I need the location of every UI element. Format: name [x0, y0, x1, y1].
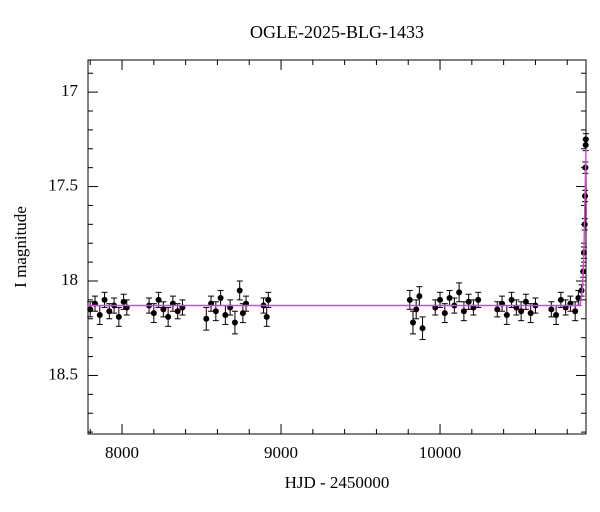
data-point [456, 289, 463, 296]
data-point [553, 312, 560, 318]
data-point [212, 308, 219, 315]
data-point [222, 312, 229, 318]
data-point [582, 136, 589, 143]
data-point [165, 313, 172, 320]
data-point [203, 315, 210, 322]
data-point [465, 298, 472, 305]
data-point [410, 319, 417, 326]
data-point [174, 308, 181, 315]
plot-frame [87, 59, 587, 435]
data-point [522, 298, 529, 305]
data-point [263, 313, 270, 320]
data-point [101, 296, 108, 303]
data-point [572, 308, 579, 315]
model-curve [88, 148, 587, 307]
data-point [460, 308, 467, 315]
data-point [96, 312, 103, 318]
y-tick-label: 18 [61, 270, 78, 289]
data-point [106, 308, 113, 315]
y-axis-label: I magnitude [11, 206, 30, 288]
data-point [160, 306, 167, 313]
data-point [475, 296, 482, 303]
data-point [494, 306, 501, 313]
data-point [406, 296, 413, 303]
x-tick-label: 10000 [419, 443, 462, 462]
data-point [503, 312, 510, 318]
data-point [155, 296, 162, 303]
x-tick-label: 9000 [264, 443, 298, 462]
data-point [508, 296, 515, 303]
data-point [416, 293, 423, 300]
data-point [548, 306, 555, 313]
data-point [557, 296, 564, 303]
data-point [446, 295, 453, 301]
data-point [217, 295, 224, 301]
data-point [437, 296, 444, 303]
chart-title: OGLE-2025-BLG-1433 [250, 22, 424, 42]
data-point [236, 287, 243, 294]
data-point [441, 310, 448, 317]
data-point [231, 319, 238, 326]
data-point [115, 313, 122, 320]
data-point [419, 325, 426, 332]
x-tick-label: 8000 [105, 443, 139, 462]
data-point [518, 308, 525, 315]
x-axis-label: HJD - 2450000 [285, 473, 390, 492]
data-point [265, 296, 272, 303]
y-tick-label: 17 [61, 81, 79, 100]
y-tick-label: 18.5 [48, 364, 78, 383]
data-point [87, 306, 94, 313]
data-point [527, 310, 534, 317]
data-point [150, 310, 157, 317]
data-point [413, 306, 420, 313]
y-tick-label: 17.5 [48, 175, 78, 194]
